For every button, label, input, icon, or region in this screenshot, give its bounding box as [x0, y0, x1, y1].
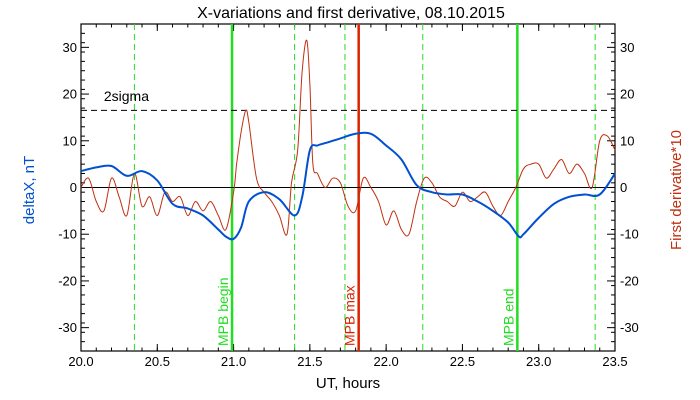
y-tick-label-right: -30: [620, 320, 639, 335]
y-tick-label-right: 10: [620, 133, 634, 148]
series-line-derivative: [80, 39, 616, 237]
ticks: 20.0 20.5 21.0 21.5 22.0 22.5 23.0 23.5 -30 -30 -2…: [58, 23, 639, 369]
y-tick-label-right: 0: [620, 180, 627, 195]
marker-label: MPB end: [500, 288, 516, 346]
chart-title: X-variations and first derivative, 08.10…: [197, 5, 505, 22]
y-tick-label-left: 10: [63, 133, 77, 148]
series-line-deltax: [80, 131, 616, 241]
x-tick-label: 23.5: [602, 354, 627, 369]
y-axis-label-left: deltaX, nT: [21, 156, 38, 224]
x-tick-label: 21.0: [221, 354, 246, 369]
x-tick-label: 22.0: [373, 354, 398, 369]
y-axis-label-right: First derivative*10: [668, 130, 685, 250]
x-tick-label: 20.0: [68, 354, 93, 369]
marker-labels: MPB begin MPB max MPB end: [215, 278, 516, 346]
x-tick-label: 21.5: [297, 354, 322, 369]
y-tick-label-left: 0: [70, 180, 77, 195]
y-tick-label-right: -10: [620, 227, 639, 242]
x-axis-label: UT, hours: [316, 375, 380, 392]
marker-label: MPB begin: [215, 278, 231, 346]
annotation-2sigma: 2sigma: [104, 88, 149, 104]
y-tick-label-left: -10: [58, 227, 77, 242]
x-tick-label: 23.0: [526, 354, 551, 369]
y-tick-label-left: 30: [63, 40, 77, 55]
y-tick-label-left: -30: [58, 320, 77, 335]
marker-label: MPB max: [342, 285, 358, 346]
x-tick-label: 22.5: [450, 354, 475, 369]
y-tick-label-right: 30: [620, 40, 634, 55]
y-tick-label-left: 20: [63, 87, 77, 102]
x-tick-label: 20.5: [145, 354, 170, 369]
y-tick-label-right: 20: [620, 87, 634, 102]
y-tick-label-right: -20: [620, 273, 639, 288]
y-tick-label-left: -20: [58, 273, 77, 288]
